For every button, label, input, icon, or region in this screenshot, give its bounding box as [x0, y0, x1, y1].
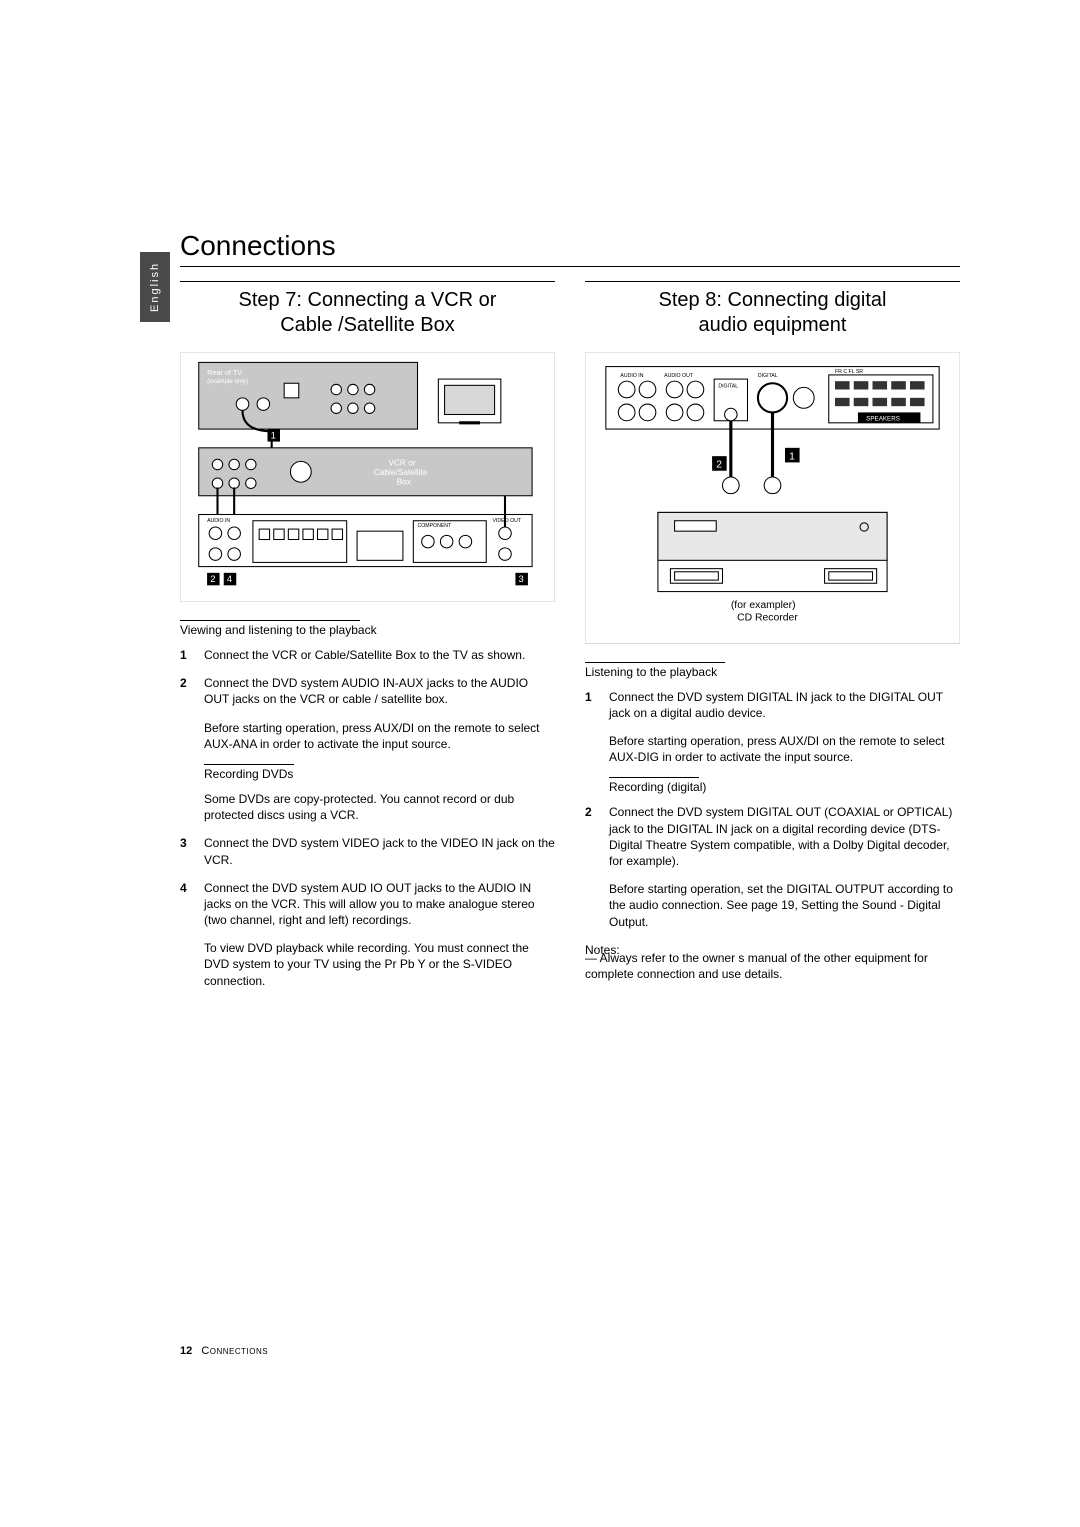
- svg-text:1: 1: [271, 430, 276, 440]
- right-steps-2: 2 Connect the DVD system DIGITAL OUT (CO…: [585, 804, 960, 881]
- left-subhead-2: Recording DVDs: [204, 767, 555, 781]
- step-text: Connect the DVD system AUD IO OUT jacks …: [204, 880, 555, 929]
- step-text: Connect the DVD system AUDIO IN-AUX jack…: [204, 675, 555, 707]
- svg-text:DIGITAL: DIGITAL: [718, 383, 738, 389]
- step8-title: Step 8: Connecting digital audio equipme…: [585, 288, 960, 338]
- svg-text:AUDIO IN: AUDIO IN: [207, 518, 230, 524]
- sub-rule: [585, 662, 725, 663]
- right-subhead-2: Recording (digital): [609, 780, 960, 794]
- svg-text:FR C FL SR: FR C FL SR: [835, 369, 863, 375]
- footer-section: Connections: [201, 1345, 268, 1357]
- step8-title-l1: Step 8: Connecting digital: [659, 289, 887, 311]
- svg-text:Box: Box: [397, 476, 412, 486]
- step7-title-l1: Step 7: Connecting a VCR or: [239, 289, 497, 311]
- svg-text:3: 3: [519, 574, 524, 584]
- left-note-2: Some DVDs are copy-protected. You cannot…: [204, 791, 555, 823]
- language-tab: English: [140, 252, 170, 322]
- svg-text:CD Recorder: CD Recorder: [737, 613, 798, 624]
- svg-text:VIDEO OUT: VIDEO OUT: [493, 518, 522, 524]
- page-number: 12: [180, 1345, 192, 1357]
- left-note-1: Before starting operation, press AUX/DI …: [204, 720, 555, 752]
- left-subhead-1: Viewing and listening to the playback: [180, 623, 555, 637]
- left-steps-1: 1 Connect the VCR or Cable/Satellite Box…: [180, 647, 555, 720]
- list-item: 1 Connect the VCR or Cable/Satellite Box…: [180, 647, 555, 663]
- list-item: 1 Connect the DVD system DIGITAL IN jack…: [585, 689, 960, 721]
- step-num: 2: [585, 804, 609, 869]
- list-item: 3 Connect the DVD system VIDEO jack to t…: [180, 835, 555, 867]
- step-rule: [180, 281, 555, 282]
- step-text: Connect the VCR or Cable/Satellite Box t…: [204, 647, 555, 663]
- right-steps-1: 1 Connect the DVD system DIGITAL IN jack…: [585, 689, 960, 733]
- list-item: 2 Connect the DVD system DIGITAL OUT (CO…: [585, 804, 960, 869]
- sub-rule: [609, 777, 699, 778]
- svg-text:SPEAKERS: SPEAKERS: [866, 416, 900, 423]
- list-item: 2 Connect the DVD system AUDIO IN-AUX ja…: [180, 675, 555, 707]
- step7-diagram: Rear of TV (example only) VCR or: [180, 352, 555, 602]
- left-steps-2: 3 Connect the DVD system VIDEO jack to t…: [180, 835, 555, 940]
- right-column: Step 8: Connecting digital audio equipme…: [585, 281, 960, 1001]
- svg-text:AUDIO OUT: AUDIO OUT: [664, 373, 694, 379]
- step-num: 1: [585, 689, 609, 721]
- svg-text:(for exampler): (for exampler): [731, 600, 796, 611]
- svg-text:COMPONENT: COMPONENT: [418, 523, 453, 529]
- svg-text:2: 2: [210, 574, 215, 584]
- step-text: Connect the DVD system DIGITAL OUT (COAX…: [609, 804, 960, 869]
- step-num: 4: [180, 880, 204, 929]
- sub-rule: [180, 620, 360, 621]
- step-num: 2: [180, 675, 204, 707]
- step-text: Connect the DVD system DIGITAL IN jack t…: [609, 689, 960, 721]
- content-columns: Step 7: Connecting a VCR or Cable /Satel…: [180, 281, 960, 1001]
- step-num: 1: [180, 647, 204, 663]
- right-subhead-1: Listening to the playback: [585, 665, 960, 679]
- page-title: Connections: [180, 230, 960, 262]
- sub-rule: [204, 764, 294, 765]
- step-rule: [585, 281, 960, 282]
- step8-diagram: AUDIO IN AUDIO OUT DIGITAL DIGITAL FR C …: [585, 352, 960, 644]
- left-column: Step 7: Connecting a VCR or Cable /Satel…: [180, 281, 555, 1001]
- right-note-1: Before starting operation, press AUX/DI …: [609, 733, 960, 765]
- step-text: Connect the DVD system VIDEO jack to the…: [204, 835, 555, 867]
- svg-text:Rear of TV: Rear of TV: [207, 368, 242, 377]
- step-num: 3: [180, 835, 204, 867]
- notes-body: — Always refer to the owner s manual of …: [585, 950, 960, 982]
- svg-text:AUDIO IN: AUDIO IN: [620, 373, 643, 379]
- left-note-3: To view DVD playback while recording. Yo…: [204, 940, 555, 989]
- right-note-2: Before starting operation, set the DIGIT…: [609, 881, 960, 930]
- svg-text:2: 2: [716, 460, 722, 471]
- step7-title-l2: Cable /Satellite Box: [280, 314, 455, 336]
- step7-title: Step 7: Connecting a VCR or Cable /Satel…: [180, 288, 555, 338]
- svg-text:DIGITAL: DIGITAL: [758, 373, 778, 379]
- step8-title-l2: audio equipment: [699, 314, 847, 336]
- svg-text:1: 1: [789, 451, 795, 462]
- svg-text:(example only): (example only): [207, 378, 248, 385]
- page-footer: 12 Connections: [180, 1345, 268, 1357]
- title-rule: [180, 266, 960, 267]
- list-item: 4 Connect the DVD system AUD IO OUT jack…: [180, 880, 555, 929]
- svg-text:4: 4: [227, 574, 232, 584]
